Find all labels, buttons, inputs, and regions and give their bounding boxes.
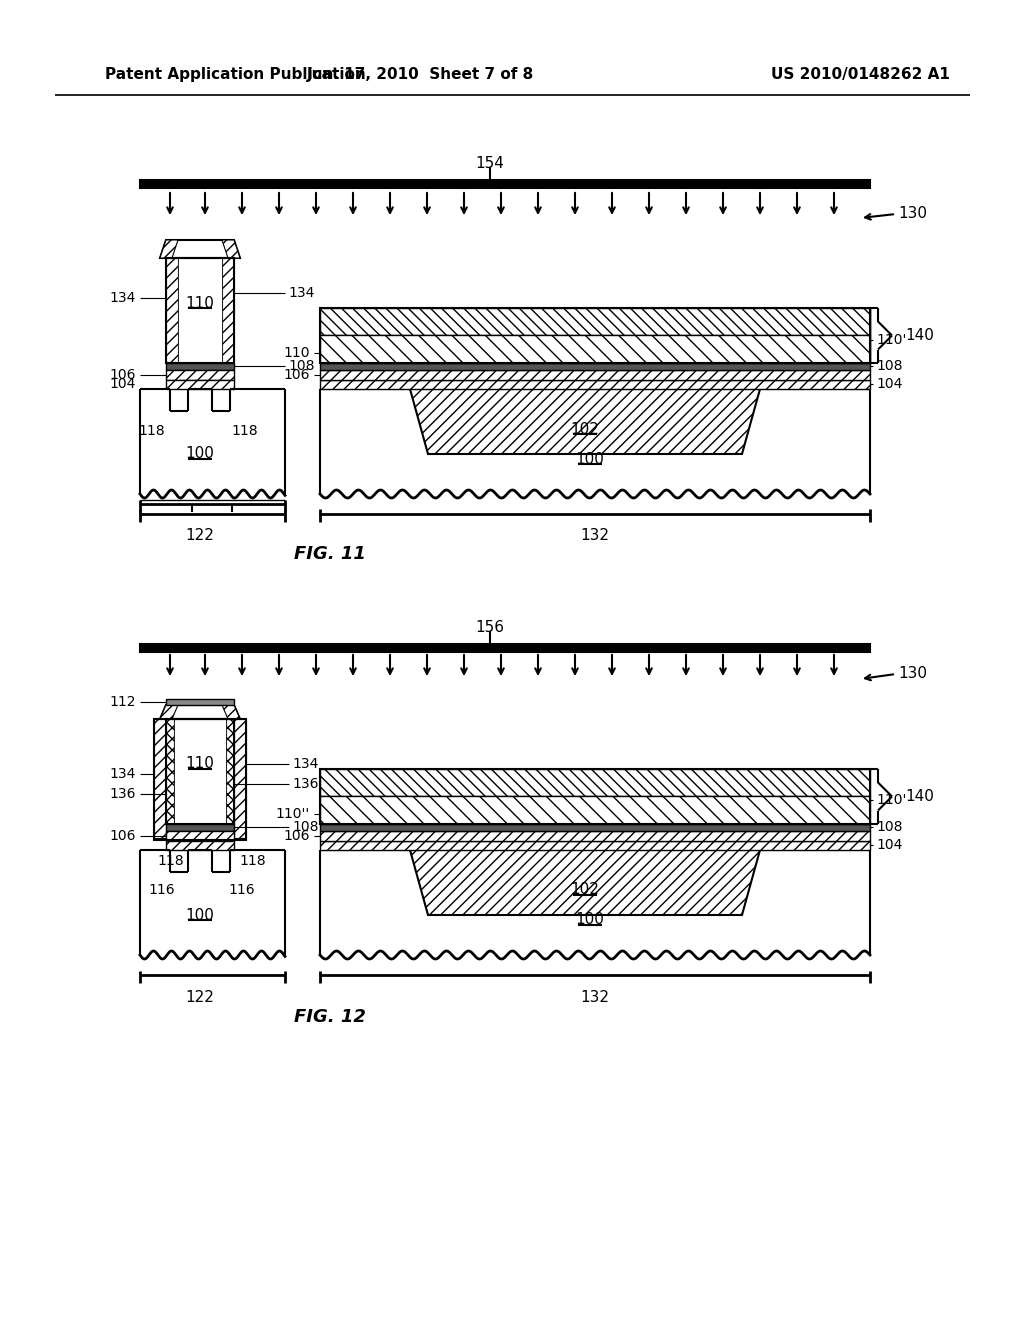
Text: 134: 134 xyxy=(288,286,314,300)
Text: 118: 118 xyxy=(231,424,258,438)
Bar xyxy=(166,719,174,824)
Text: 118: 118 xyxy=(239,854,265,869)
Text: 116: 116 xyxy=(228,883,255,898)
Bar xyxy=(166,370,234,380)
Text: 136: 136 xyxy=(110,787,136,801)
Bar xyxy=(166,700,234,705)
Text: 130: 130 xyxy=(898,206,927,222)
Bar xyxy=(319,770,870,796)
Text: 122: 122 xyxy=(185,990,214,1005)
Text: Patent Application Publication: Patent Application Publication xyxy=(105,67,366,82)
Bar xyxy=(140,180,870,187)
Text: FIG. 12: FIG. 12 xyxy=(294,1008,366,1026)
Text: 102: 102 xyxy=(570,883,599,898)
Bar xyxy=(166,824,234,832)
Text: 106: 106 xyxy=(284,829,310,843)
Bar xyxy=(319,770,870,824)
Bar xyxy=(226,719,234,824)
Text: 106: 106 xyxy=(110,829,136,843)
Bar xyxy=(319,308,870,337)
Text: 110: 110 xyxy=(284,346,310,360)
Text: 100: 100 xyxy=(575,912,604,928)
Polygon shape xyxy=(410,389,760,454)
Bar xyxy=(319,832,870,841)
Text: 156: 156 xyxy=(475,619,505,635)
Text: 118: 118 xyxy=(138,424,165,438)
Polygon shape xyxy=(160,705,240,719)
Text: 104: 104 xyxy=(876,378,902,391)
Text: 100: 100 xyxy=(185,908,214,923)
Text: 136: 136 xyxy=(292,777,318,791)
Text: 118: 118 xyxy=(158,854,184,869)
Polygon shape xyxy=(222,705,240,719)
Bar xyxy=(154,719,246,840)
Bar xyxy=(319,363,870,370)
Text: 108: 108 xyxy=(876,359,902,374)
Text: 132: 132 xyxy=(581,528,609,544)
Text: 108: 108 xyxy=(292,820,318,834)
Bar xyxy=(319,308,870,363)
Polygon shape xyxy=(410,850,760,915)
Text: 100: 100 xyxy=(185,446,214,462)
Text: 112: 112 xyxy=(110,696,136,709)
Text: 108: 108 xyxy=(876,820,902,834)
Text: 140: 140 xyxy=(905,789,934,804)
Text: 110': 110' xyxy=(876,793,906,807)
Text: 132: 132 xyxy=(581,990,609,1005)
Text: 134: 134 xyxy=(110,290,136,305)
Bar xyxy=(166,841,234,850)
Text: 130: 130 xyxy=(898,667,927,681)
Text: 104: 104 xyxy=(110,378,136,391)
Bar xyxy=(166,832,234,841)
Text: 110': 110' xyxy=(876,333,906,347)
Text: 106: 106 xyxy=(284,368,310,381)
Bar xyxy=(319,335,870,363)
Polygon shape xyxy=(222,240,240,257)
Bar xyxy=(319,824,870,832)
Bar xyxy=(174,719,226,824)
Text: 134: 134 xyxy=(292,756,318,771)
Text: FIG. 11: FIG. 11 xyxy=(294,545,366,564)
Polygon shape xyxy=(160,705,178,719)
Bar xyxy=(319,380,870,389)
Text: 104: 104 xyxy=(876,838,902,851)
Text: 140: 140 xyxy=(905,327,934,343)
Text: 100: 100 xyxy=(575,451,604,466)
Bar xyxy=(140,644,870,652)
Text: 110'': 110'' xyxy=(275,807,310,821)
Bar xyxy=(319,370,870,380)
Bar xyxy=(166,363,234,370)
Bar xyxy=(319,308,870,335)
Text: 134: 134 xyxy=(110,767,136,781)
Bar xyxy=(166,380,234,389)
Bar xyxy=(234,719,246,838)
Bar xyxy=(319,796,870,824)
Text: 108: 108 xyxy=(288,359,314,374)
Text: 122: 122 xyxy=(185,528,214,544)
Bar xyxy=(166,719,234,824)
Text: 110: 110 xyxy=(185,296,214,310)
Text: 106: 106 xyxy=(110,368,136,381)
Bar xyxy=(154,719,166,838)
Text: 110: 110 xyxy=(185,756,214,771)
Bar xyxy=(166,257,234,363)
Bar xyxy=(319,337,870,363)
Text: 102: 102 xyxy=(570,421,599,437)
Bar xyxy=(319,841,870,850)
Text: US 2010/0148262 A1: US 2010/0148262 A1 xyxy=(771,67,949,82)
Text: 154: 154 xyxy=(475,156,505,170)
Bar xyxy=(166,257,178,363)
Bar xyxy=(178,257,222,363)
Text: Jun. 17, 2010  Sheet 7 of 8: Jun. 17, 2010 Sheet 7 of 8 xyxy=(306,67,534,82)
Text: 116: 116 xyxy=(148,883,175,898)
Polygon shape xyxy=(160,240,240,257)
Bar xyxy=(222,257,234,363)
Polygon shape xyxy=(160,240,178,257)
